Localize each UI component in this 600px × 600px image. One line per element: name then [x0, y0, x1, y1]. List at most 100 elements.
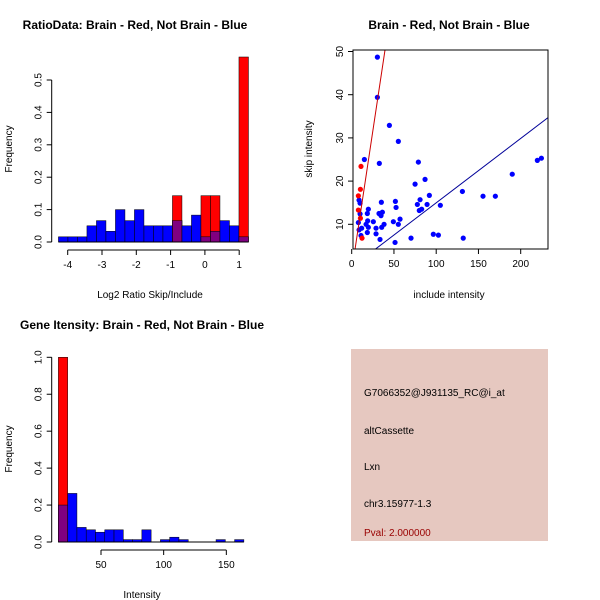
hist-ratio-bar-notbrain: [229, 225, 240, 243]
scatter-point-notbrain: [379, 224, 385, 230]
hist-intensity-bar-notbrain: [141, 529, 152, 543]
scatter-point-notbrain: [459, 188, 465, 195]
hist-ratio-y-tick-label: 0.3: [34, 137, 45, 151]
hist-intensity-y-tick-label: 1.0: [34, 350, 45, 364]
hist-intensity-bar-notbrain: [85, 529, 96, 543]
scatter-point-brain: [355, 193, 361, 199]
hist-ratio-bar-notbrain: [77, 236, 88, 243]
scatter-point-notbrain: [365, 206, 371, 212]
scatter-x-tick-label: 100: [428, 259, 445, 270]
hist-intensity-y-tick-label: 0.0: [34, 535, 45, 549]
info-pval: Pval: 2.000000: [364, 528, 431, 539]
hist-ratio-bar-notbrain: [143, 225, 154, 243]
hist-intensity: 50 100 150 0.0 0.2 0.4 0.6 0.8 1.0: [34, 350, 245, 571]
info-gene: Lxn: [364, 462, 380, 473]
hist-ratio-bar-notbrain: [86, 225, 97, 243]
scatter-point-notbrain: [437, 202, 443, 208]
info-panel: [351, 349, 548, 541]
hist-intensity-bar-notbrain: [169, 536, 180, 543]
hist-intensity-title: Gene Itensity: Brain - Red, Not Brain - …: [20, 318, 264, 332]
hist-ratio-x-tick-label: 1: [236, 260, 242, 271]
hist-ratio-x-tick-label: 0: [202, 260, 208, 271]
scatter-point-notbrain: [419, 206, 425, 212]
scatter-point-notbrain: [534, 157, 540, 163]
scatter-point-brain: [358, 163, 364, 170]
scatter-ylabel: skip intensity: [304, 120, 315, 177]
hist-intensity-bar-notbrain: [113, 529, 124, 543]
hist-ratio-ylabel: Frequency: [4, 125, 15, 172]
hist-ratio-y-tick-label: 0.0: [34, 235, 45, 249]
hist-intensity-x-tick-label: 150: [218, 560, 235, 571]
scatter-point-notbrain: [417, 197, 423, 203]
hist-ratio-bar-notbrain: [134, 209, 145, 243]
scatter-title: Brain - Red, Not Brain - Blue: [368, 18, 530, 32]
scatter-point-notbrain: [376, 160, 382, 166]
scatter-y-tick-label: 10: [335, 218, 346, 230]
hist-ratio-bar-notbrain: [96, 220, 107, 243]
hist-ratio-bar-notbrain: [67, 236, 78, 243]
scatter-y-tick-label: 50: [335, 46, 346, 58]
scatter-point-notbrain: [378, 199, 384, 205]
scatter: 0 50 100 150 200 10 20 30 40 50: [335, 46, 549, 270]
scatter-point-notbrain: [392, 239, 398, 246]
hist-intensity-bar-notbrain: [95, 531, 106, 543]
hist-ratio-bar-notbrain: [115, 209, 126, 243]
scatter-point-notbrain: [538, 155, 545, 161]
hist-intensity-x-tick-label: 50: [95, 560, 107, 571]
hist-intensity-x-tick-label: 100: [155, 560, 172, 571]
hist-intensity-y-tick-label: 0.4: [34, 461, 45, 475]
scatter-x-tick-label: 50: [388, 259, 400, 270]
hist-ratio-xlabel: Log2 Ratio Skip/Include: [97, 290, 203, 301]
scatter-point-notbrain: [386, 122, 392, 128]
hist-intensity-y-tick-label: 0.2: [34, 498, 45, 512]
scatter-point-notbrain: [435, 232, 441, 238]
hist-ratio-title: RatioData: Brain - Red, Not Brain - Blue: [23, 18, 248, 32]
hist-ratio: -4 -3 -2 -1 0 1 0.0 0.1 0.2 0.3 0.4 0.5: [34, 56, 249, 271]
hist-ratio-bar-notbrain: [153, 225, 164, 243]
scatter-point-notbrain: [373, 225, 379, 231]
scatter-x-tick-label: 200: [512, 259, 529, 270]
scatter-point-notbrain: [393, 204, 399, 211]
hist-ratio-bar-overlap: [200, 236, 211, 243]
scatter-y-tick-label: 40: [335, 89, 346, 101]
scatter-fit-line-brain: [354, 50, 386, 249]
scatter-point-notbrain: [392, 198, 398, 205]
scatter-point-notbrain: [370, 219, 376, 225]
hist-ratio-bar-notbrain: [191, 214, 202, 243]
hist-ratio-bar-brain: [200, 195, 211, 243]
info-location: chr3.15977-1.3: [364, 499, 432, 510]
info-event: altCassette: [364, 426, 414, 437]
scatter-point-notbrain: [412, 181, 418, 187]
hist-ratio-x-tick-label: -1: [166, 260, 175, 271]
scatter-point-notbrain: [390, 219, 396, 225]
hist-ratio-x-tick-label: -4: [63, 260, 72, 271]
scatter-y-tick-label: 30: [335, 132, 346, 144]
scatter-point-notbrain: [361, 156, 367, 163]
scatter-y-tick-label: 20: [335, 175, 346, 187]
scatter-point-notbrain: [408, 235, 414, 241]
hist-intensity-y-tick-label: 0.6: [34, 424, 45, 438]
scatter-point-notbrain: [395, 221, 401, 227]
scatter-point-notbrain: [374, 54, 380, 60]
scatter-point-notbrain: [414, 201, 420, 208]
hist-intensity-bar-notbrain: [67, 493, 78, 543]
scatter-point-notbrain: [492, 193, 498, 199]
scatter-point-brain: [359, 235, 365, 241]
scatter-point-notbrain: [365, 224, 371, 230]
hist-intensity-bar-overlap: [58, 504, 68, 543]
hist-ratio-bar-notbrain: [219, 220, 230, 243]
scatter-point-notbrain: [422, 176, 428, 182]
hist-ratio-bar-overlap: [238, 236, 249, 243]
scatter-point-notbrain: [378, 213, 384, 219]
scatter-point-notbrain: [377, 236, 383, 243]
hist-ratio-bar-overlap: [210, 231, 221, 243]
scatter-x-tick-label: 150: [470, 259, 487, 270]
hist-ratio-bar-notbrain: [105, 231, 116, 243]
scatter-fit-line-notbrain: [374, 116, 548, 249]
hist-ratio-bar-overlap: [172, 220, 183, 243]
hist-intensity-xlabel: Intensity: [123, 590, 160, 600]
hist-ratio-x-tick-label: -3: [98, 260, 107, 271]
scatter-point-notbrain: [374, 94, 380, 100]
